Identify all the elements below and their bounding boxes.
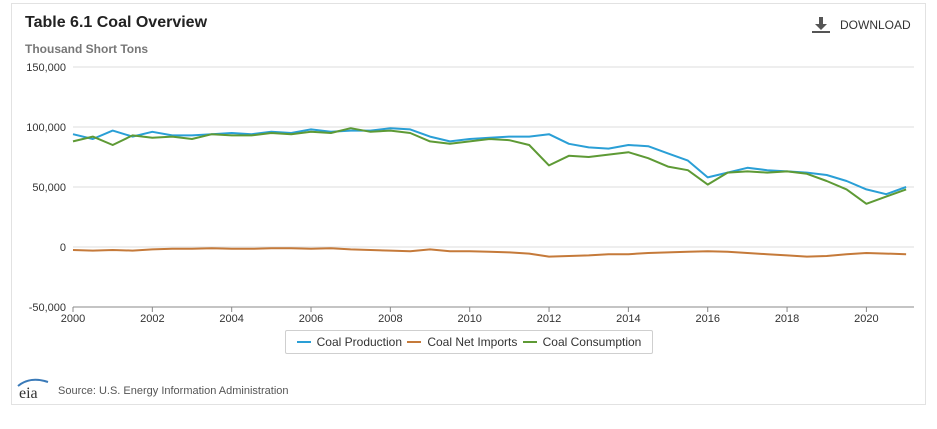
- source-note: Source: U.S. Energy Information Administ…: [58, 385, 289, 397]
- x-tick-label: 2008: [378, 313, 402, 325]
- legend-swatch-coal-consumption: [522, 341, 537, 343]
- y-tick-label: -50,000: [29, 302, 66, 314]
- legend-label-coal-consumption: Coal Consumption: [542, 335, 642, 349]
- download-icon: [812, 17, 830, 33]
- y-tick-label: 150,000: [26, 62, 66, 74]
- series-line-coal-consumption: [72, 127, 907, 205]
- legend-item-coal-net-imports[interactable]: Coal Net Imports: [407, 335, 517, 349]
- chart-subtitle: Thousand Short Tons: [25, 42, 149, 56]
- x-tick-label: 2010: [457, 313, 481, 325]
- y-tick-label: 0: [60, 242, 66, 254]
- download-label: DOWNLOAD: [840, 18, 911, 32]
- legend-label-coal-production: Coal Production: [316, 335, 403, 349]
- y-tick-label: 100,000: [26, 122, 66, 134]
- x-tick-label: 2016: [695, 313, 719, 325]
- chart-panel: [11, 3, 926, 405]
- legend-item-coal-production[interactable]: Coal Production: [296, 335, 403, 349]
- legend-label-coal-net-imports: Coal Net Imports: [427, 335, 518, 349]
- x-tick-label: 2018: [775, 313, 799, 325]
- chart-title: Table 6.1 Coal Overview: [25, 14, 208, 31]
- eia-logo-text: eia: [19, 385, 38, 402]
- x-tick-label: 2002: [140, 313, 164, 325]
- x-tick-label: 2004: [219, 313, 243, 325]
- x-tick-label: 2000: [61, 313, 85, 325]
- x-tick-label: 2012: [537, 313, 561, 325]
- legend-item-coal-consumption[interactable]: Coal Consumption: [522, 335, 642, 349]
- y-tick-label: 50,000: [32, 182, 66, 194]
- series-line-coal-net-imports: [72, 247, 907, 258]
- download-button[interactable]: DOWNLOAD: [812, 17, 911, 33]
- legend-swatch-coal-net-imports: [407, 341, 422, 343]
- legend-swatch-coal-production: [296, 341, 311, 343]
- eia-logo: eia: [17, 378, 49, 402]
- x-tick-label: 2020: [854, 313, 878, 325]
- x-tick-label: 2014: [616, 313, 640, 325]
- x-tick-label: 2006: [299, 313, 323, 325]
- chart-legend: Coal Production Coal Net Imports Coal Co…: [285, 330, 653, 354]
